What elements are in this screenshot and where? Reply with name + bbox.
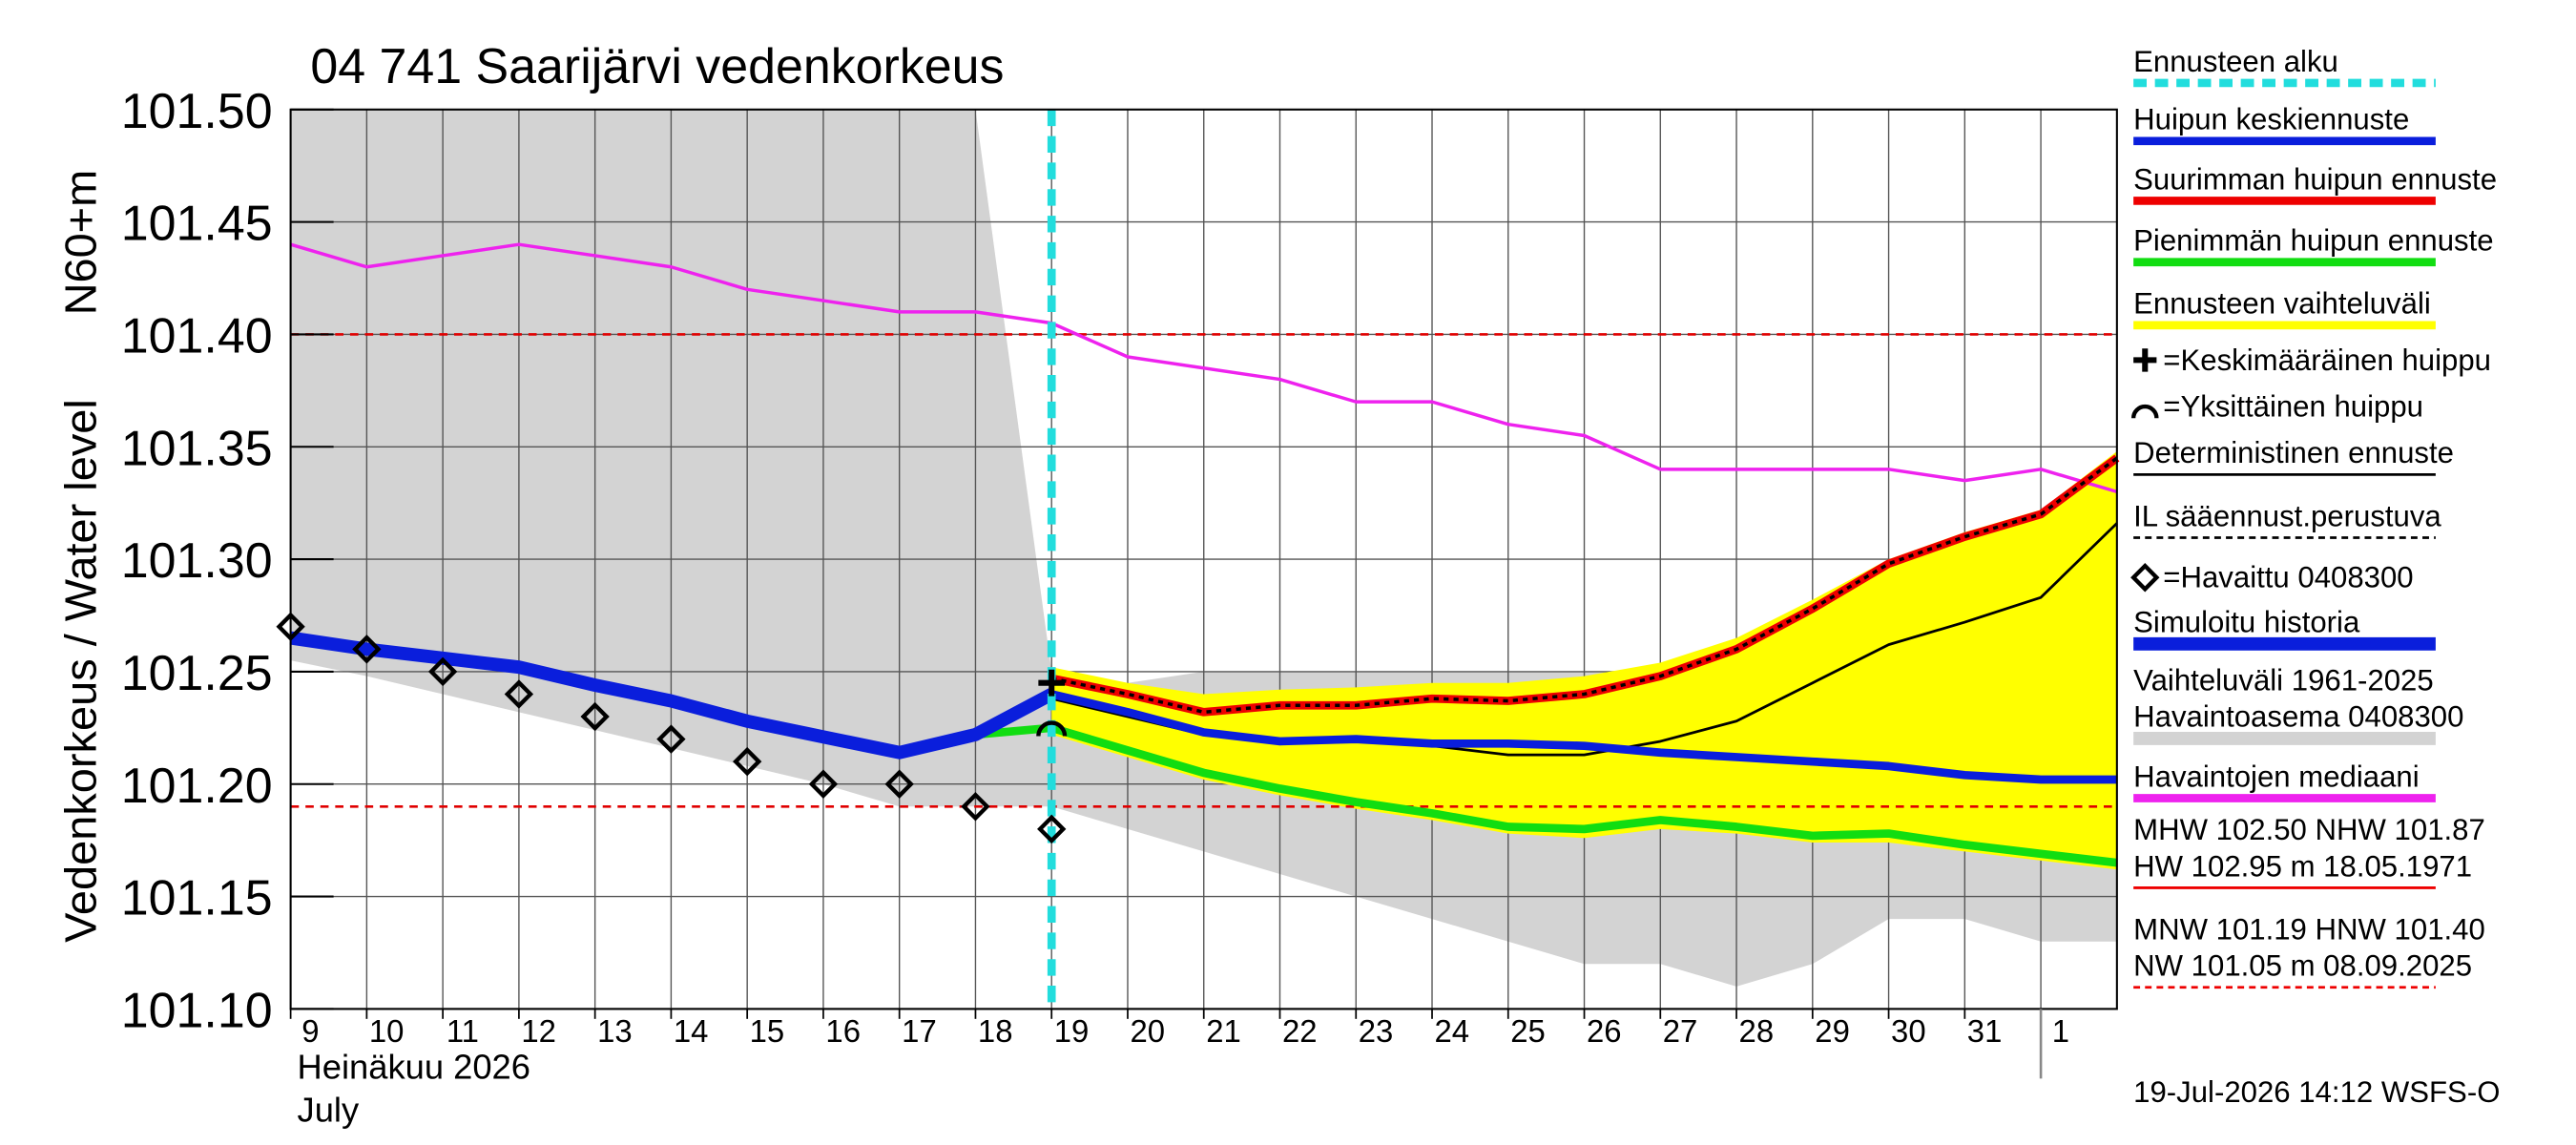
observation-marker bbox=[884, 769, 914, 799]
x-tick-label: 17 bbox=[902, 1013, 937, 1049]
peak-marker bbox=[1036, 720, 1068, 737]
y-tick-label: 101.35 bbox=[121, 421, 273, 476]
legend-label: =Yksittäinen huippu bbox=[2163, 389, 2423, 423]
series-line-overlay bbox=[1050, 456, 2118, 715]
x-tick-label: 20 bbox=[1130, 1013, 1165, 1049]
footer: 19-Jul-2026 14:12 WSFS-O bbox=[2133, 1075, 2500, 1109]
x-tick-label: 21 bbox=[1206, 1013, 1241, 1049]
y-tick-label: 101.40 bbox=[121, 308, 273, 364]
legend-label: Pienimmän huipun ennuste bbox=[2133, 224, 2493, 258]
legend-label: Huipun keskiennuste bbox=[2133, 103, 2409, 136]
y-tick-label: 101.10 bbox=[121, 983, 273, 1038]
legend-swatch bbox=[2130, 562, 2160, 593]
y-tick-label: 101.30 bbox=[121, 533, 273, 589]
y-tick-label: 101.25 bbox=[121, 646, 273, 701]
legend-label: Ennusteen alku bbox=[2133, 45, 2338, 78]
legend-label: Suurimman huipun ennuste bbox=[2133, 162, 2497, 196]
observation-marker bbox=[656, 724, 686, 754]
series-line bbox=[289, 631, 1055, 760]
observation-marker bbox=[427, 656, 458, 687]
x-tick-label: 22 bbox=[1282, 1013, 1318, 1049]
observation-marker bbox=[580, 701, 610, 732]
legend-label: Deterministinen ennuste bbox=[2133, 436, 2454, 469]
observation-marker bbox=[504, 679, 534, 709]
y-axis-unit: N60+m bbox=[55, 170, 105, 316]
y-tick-label: 101.50 bbox=[121, 84, 273, 139]
x-tick-label: 14 bbox=[674, 1013, 709, 1049]
legend-swatch bbox=[2130, 404, 2159, 419]
legend-label: NW 101.05 m 08.09.2025 bbox=[2133, 949, 2472, 983]
legend-label: HW 102.95 m 18.05.1971 bbox=[2133, 849, 2472, 883]
legend-label: Simuloitu historia bbox=[2133, 606, 2360, 639]
x-tick-label: 27 bbox=[1663, 1013, 1698, 1049]
legend-label: MHW 102.50 NHW 101.87 bbox=[2133, 813, 2485, 846]
x-tick-label: 9 bbox=[301, 1013, 319, 1049]
legend-swatch bbox=[2133, 348, 2157, 372]
x-tick-label: 19 bbox=[1054, 1013, 1090, 1049]
x-tick-label: 30 bbox=[1891, 1013, 1926, 1049]
legend-label: Havaintojen mediaani bbox=[2133, 760, 2420, 793]
x-tick-label: 23 bbox=[1359, 1013, 1394, 1049]
legend-label: IL sääennust.perustuva bbox=[2133, 499, 2441, 532]
x-tick-label: 16 bbox=[825, 1013, 861, 1049]
y-tick-label: 101.15 bbox=[121, 871, 273, 926]
x-tick-label: 29 bbox=[1815, 1013, 1850, 1049]
x-tick-label: 24 bbox=[1434, 1013, 1469, 1049]
observation-marker bbox=[352, 635, 382, 664]
x-tick-label: 25 bbox=[1510, 1013, 1546, 1049]
series-line bbox=[1050, 690, 2117, 784]
x-tick-label: 1 bbox=[2052, 1013, 2069, 1049]
x-tick-label: 28 bbox=[1739, 1013, 1775, 1049]
x-tick-label: 10 bbox=[369, 1013, 405, 1049]
legend-label: MNW 101.19 HNW 101.40 bbox=[2133, 912, 2485, 946]
series-line bbox=[975, 723, 2118, 867]
x-tick-label: 26 bbox=[1587, 1013, 1622, 1049]
chart-title: 04 741 Saarijärvi vedenkorkeus bbox=[310, 39, 1004, 94]
x-tick-label: 15 bbox=[750, 1013, 785, 1049]
x-tick-label: 31 bbox=[1967, 1013, 2003, 1049]
legend-label: Havaintoasema 0408300 bbox=[2133, 700, 2463, 734]
observation-marker bbox=[732, 746, 762, 777]
y-tick-label: 101.20 bbox=[121, 759, 273, 814]
observation-marker bbox=[808, 769, 839, 799]
x-tick-label: 13 bbox=[597, 1013, 633, 1049]
y-tick-label: 101.45 bbox=[121, 197, 273, 252]
observation-marker bbox=[961, 792, 990, 822]
legend-label: Vaihteluväli 1961-2025 bbox=[2133, 663, 2434, 697]
peak-marker bbox=[1038, 669, 1066, 697]
x-tick-label: 11 bbox=[447, 1013, 479, 1049]
legend-label: =Keskimääräinen huippu bbox=[2163, 344, 2491, 377]
series-line bbox=[290, 242, 2118, 494]
legend-label: =Havaittu 0408300 bbox=[2163, 561, 2413, 594]
legend-label: Ennusteen vaihteluväli bbox=[2133, 287, 2431, 321]
x-tick-label: 18 bbox=[978, 1013, 1013, 1049]
x-axis-label: Heinäkuu 2026 bbox=[298, 1047, 530, 1086]
y-axis-label: Vedenkorkeus / Water level bbox=[55, 399, 105, 943]
x-axis-label-en: July bbox=[298, 1091, 360, 1130]
x-tick-label: 12 bbox=[521, 1013, 556, 1049]
observation-marker bbox=[1037, 814, 1067, 844]
